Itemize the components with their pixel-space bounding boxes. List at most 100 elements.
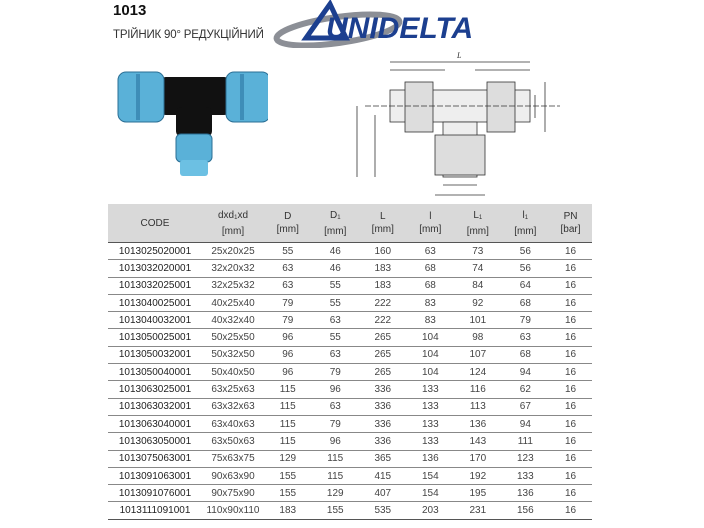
table-cell: 79 xyxy=(264,311,312,330)
table-cell: 336 xyxy=(359,432,407,451)
table-cell: 143 xyxy=(454,432,502,451)
table-cell: 83 xyxy=(406,311,455,330)
table-cell: 63 xyxy=(264,259,312,278)
svg-text:L: L xyxy=(456,51,462,60)
table-cell: 16 xyxy=(549,450,592,468)
table-cell: 56 xyxy=(501,242,550,261)
table-cell: 63 xyxy=(406,242,455,261)
table-cell: 32x25x32 xyxy=(202,277,264,295)
table-header-row: CODE dxd1xd [mm] D [mm] D1 [mm] L [mm] l [mm]… xyxy=(108,204,592,243)
table-cell: 63x32x63 xyxy=(202,398,264,416)
table-cell: 115 xyxy=(264,415,312,434)
table-cell: 75x63x75 xyxy=(202,450,264,468)
table-cell: 16 xyxy=(549,380,592,399)
table-row: 1013040025001 40x25x40 79 55 222 83 92 68 16 xyxy=(108,294,592,313)
cell-code: 1013063032001 xyxy=(108,398,202,416)
table-cell: 63 xyxy=(501,328,550,347)
cell-code: 1013063040001 xyxy=(108,415,202,434)
table-cell: 136 xyxy=(454,415,502,434)
table-cell: 16 xyxy=(549,484,592,503)
table-row: 1013063025001 63x25x63 115 96 336 133 116 62 16 xyxy=(108,380,592,399)
table-cell: 104 xyxy=(406,328,455,347)
table-cell: 32x20x32 xyxy=(202,259,264,278)
col-PN: PN [bar] xyxy=(549,204,592,243)
table-cell: 16 xyxy=(549,415,592,434)
table-cell: 110x90x110 xyxy=(202,501,264,520)
cell-code: 1013091076001 xyxy=(108,484,202,503)
table-cell: 116 xyxy=(454,380,502,399)
table-cell: 90x63x90 xyxy=(202,467,264,486)
table-row: 1013025020001 25x20x25 55 46 160 63 73 56 16 xyxy=(108,242,592,261)
table-cell: 40x32x40 xyxy=(202,311,264,330)
table-cell: 16 xyxy=(549,294,592,313)
table-cell: 365 xyxy=(359,450,407,468)
table-cell: 16 xyxy=(549,501,592,520)
table-cell: 79 xyxy=(264,294,312,313)
table-cell: 222 xyxy=(359,311,407,330)
cell-code: 1013032025001 xyxy=(108,277,202,295)
table-cell: 16 xyxy=(549,242,592,261)
technical-drawing: L xyxy=(356,51,560,196)
cell-code: 1013091063001 xyxy=(108,467,202,486)
table-row: 1013091076001 90x75x90 155 129 407 154 195 136 1… xyxy=(108,484,592,503)
cell-code: 1013063050001 xyxy=(108,432,202,451)
table-cell: 79 xyxy=(501,311,550,330)
table-cell: 94 xyxy=(501,415,550,434)
table-cell: 79 xyxy=(311,363,360,382)
table-cell: 160 xyxy=(359,242,407,261)
table-cell: 64 xyxy=(501,277,550,295)
table-cell: 407 xyxy=(359,484,407,503)
table-cell: 535 xyxy=(359,501,407,520)
table-cell: 115 xyxy=(311,467,360,486)
table-row: 1013075063001 75x63x75 129 115 365 136 170 123 1… xyxy=(108,450,592,468)
table-cell: 98 xyxy=(454,328,502,347)
table-row: 1013050040001 50x40x50 96 79 265 104 124 94 16 xyxy=(108,363,592,382)
table-cell: 50x25x50 xyxy=(202,328,264,347)
table-cell: 73 xyxy=(454,242,502,261)
cell-code: 1013040025001 xyxy=(108,294,202,313)
table-cell: 133 xyxy=(406,398,455,416)
table-cell: 55 xyxy=(311,277,360,295)
table-cell: 107 xyxy=(454,346,502,365)
table-row: 1013032020001 32x20x32 63 46 183 68 74 56 16 xyxy=(108,259,592,278)
table-row: 1013091063001 90x63x90 155 115 415 154 192 133 1… xyxy=(108,467,592,486)
table-cell: 183 xyxy=(359,277,407,295)
table-cell: 111 xyxy=(501,432,550,451)
table-cell: 63x50x63 xyxy=(202,432,264,451)
cell-code: 1013063025001 xyxy=(108,380,202,399)
table-cell: 104 xyxy=(406,363,455,382)
table-cell: 92 xyxy=(454,294,502,313)
table-cell: 96 xyxy=(311,380,360,399)
table-cell: 265 xyxy=(359,363,407,382)
dimensions-table: CODE dxd1xd [mm] D [mm] D1 [mm] L [mm] l [mm]… xyxy=(108,204,592,520)
table-cell: 68 xyxy=(501,294,550,313)
table-row: 1013050025001 50x25x50 96 55 265 104 98 63 16 xyxy=(108,328,592,347)
table-cell: 96 xyxy=(264,363,312,382)
table-cell: 40x25x40 xyxy=(202,294,264,313)
table-cell: 136 xyxy=(406,450,455,468)
table-cell: 63 xyxy=(311,311,360,330)
col-code: CODE xyxy=(108,204,202,243)
table-row: 1013032025001 32x25x32 63 55 183 68 84 64 16 xyxy=(108,277,592,295)
table-cell: 136 xyxy=(501,484,550,503)
table-cell: 192 xyxy=(454,467,502,486)
table-cell: 115 xyxy=(264,380,312,399)
table-cell: 16 xyxy=(549,346,592,365)
table-cell: 265 xyxy=(359,328,407,347)
table-cell: 62 xyxy=(501,380,550,399)
table-row: 1013063032001 63x32x63 115 63 336 133 113 67 16 xyxy=(108,398,592,416)
table-cell: 115 xyxy=(264,398,312,416)
table-cell: 415 xyxy=(359,467,407,486)
col-L: L [mm] xyxy=(359,204,407,243)
product-subtitle: ТРІЙНИК 90° РЕДУКЦІЙНИЙ xyxy=(113,29,264,41)
table-cell: 16 xyxy=(549,277,592,295)
table-cell: 79 xyxy=(311,415,360,434)
table-cell: 83 xyxy=(406,294,455,313)
table-cell: 124 xyxy=(454,363,502,382)
table-cell: 155 xyxy=(264,467,312,486)
table-cell: 336 xyxy=(359,380,407,399)
table-cell: 133 xyxy=(406,432,455,451)
table-cell: 16 xyxy=(549,467,592,486)
col-D: D [mm] xyxy=(264,204,312,243)
table-cell: 129 xyxy=(311,484,360,503)
